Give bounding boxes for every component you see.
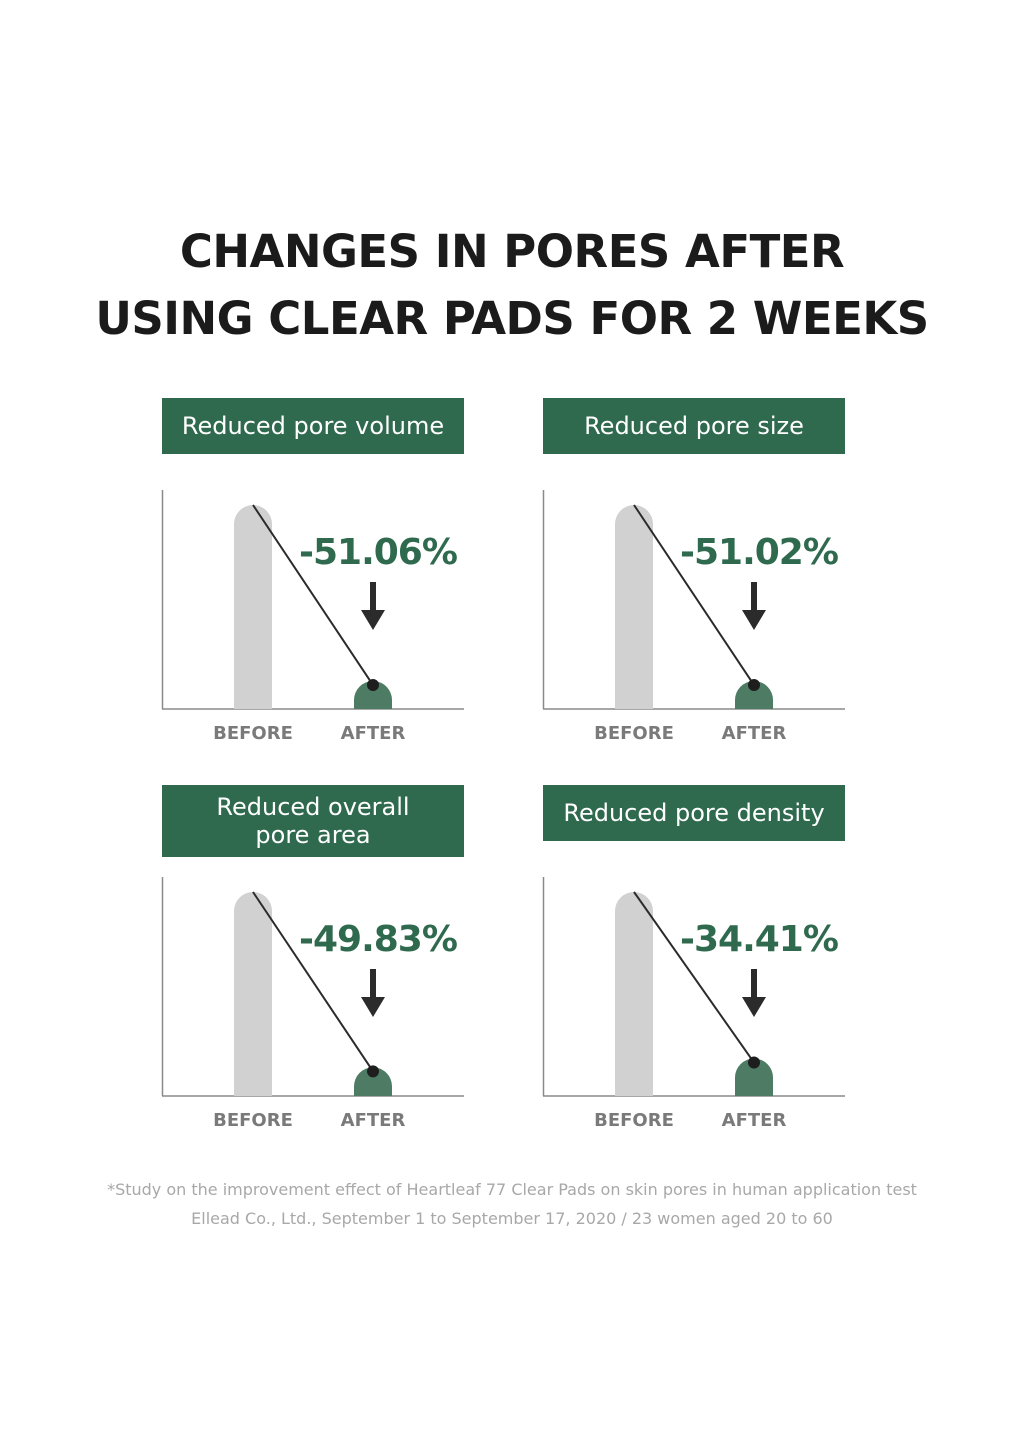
- chart-title: Reduced pore density: [543, 785, 845, 841]
- study-footnote: *Study on the improvement effect of Hear…: [0, 1175, 1024, 1233]
- bar-before: [615, 505, 653, 709]
- x-tick-label: AFTER: [341, 723, 406, 744]
- x-tick-label: AFTER: [341, 1110, 406, 1131]
- chart-svg: -51.02% BEFORE AFTER: [542, 490, 845, 744]
- chart-title: Reduced pore volume: [162, 398, 464, 454]
- footnote-line-2: Ellead Co., Ltd., September 1 to Septemb…: [191, 1209, 833, 1228]
- chart-title: Reduced overall pore area: [162, 785, 464, 857]
- bar-before: [234, 892, 272, 1096]
- chart-svg: -51.06% BEFORE AFTER: [161, 490, 464, 744]
- bar-before: [615, 892, 653, 1096]
- down-arrow-head-icon: [742, 997, 766, 1017]
- x-tick-label: BEFORE: [213, 723, 293, 744]
- x-tick-label: AFTER: [722, 723, 787, 744]
- bar-after: [735, 1058, 773, 1096]
- trend-line: [252, 891, 374, 1072]
- x-tick-label: BEFORE: [594, 723, 674, 744]
- x-tick-label: BEFORE: [594, 1110, 674, 1131]
- bar-after: [735, 681, 773, 709]
- down-arrow-head-icon: [742, 610, 766, 630]
- x-tick-label: AFTER: [722, 1110, 787, 1131]
- after-point: [367, 679, 379, 692]
- change-percentage-label: -51.06%: [299, 532, 457, 573]
- change-percentage-label: -34.41%: [680, 919, 838, 960]
- down-arrow-head-icon: [361, 610, 385, 630]
- chart-svg: -49.83% BEFORE AFTER: [161, 877, 464, 1131]
- page-title: CHANGES IN PORES AFTER USING CLEAR PADS …: [0, 218, 1024, 352]
- x-tick-label: BEFORE: [213, 1110, 293, 1131]
- after-point: [748, 1056, 760, 1069]
- down-arrow-head-icon: [361, 997, 385, 1017]
- trend-line: [252, 504, 374, 686]
- after-point: [748, 679, 760, 692]
- title-line-2: USING CLEAR PADS FOR 2 WEEKS: [95, 292, 929, 345]
- title-line-1: CHANGES IN PORES AFTER: [179, 225, 845, 278]
- bar-after: [354, 681, 392, 709]
- trend-line: [633, 891, 755, 1064]
- change-percentage-label: -51.02%: [680, 532, 838, 573]
- footnote-line-1: *Study on the improvement effect of Hear…: [107, 1180, 917, 1199]
- chart-title: Reduced pore size: [543, 398, 845, 454]
- bar-after: [354, 1067, 392, 1096]
- after-point: [367, 1065, 379, 1078]
- change-percentage-label: -49.83%: [299, 919, 457, 960]
- chart-svg: -34.41% BEFORE AFTER: [542, 877, 845, 1131]
- trend-line: [633, 504, 755, 686]
- bar-before: [234, 505, 272, 709]
